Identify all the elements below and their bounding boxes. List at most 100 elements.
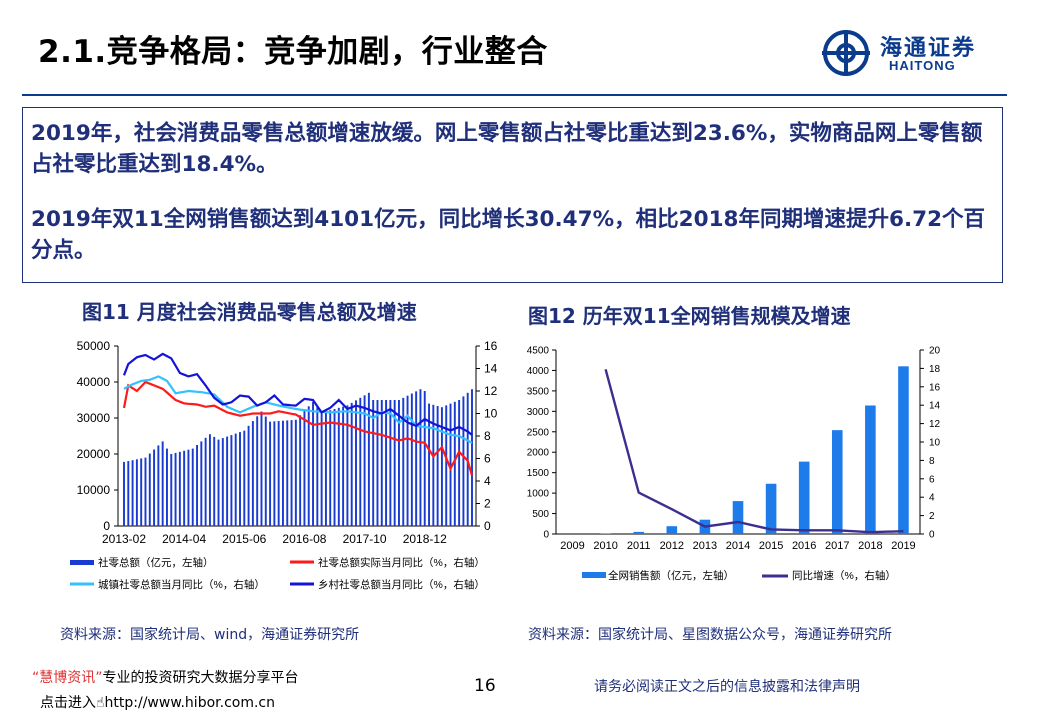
retail-total-bar [230,435,233,526]
left-tick-label: 4500 [527,346,550,357]
haitong-logo-icon [822,30,870,76]
retail-total-bar [367,392,370,526]
x-tick-label: 2019 [891,540,915,552]
retail-total-bar [140,458,143,526]
right-tick-label: 4 [484,474,491,488]
retail-total-bar [320,412,323,526]
retail-total-bar [389,400,392,526]
retail-total-bar [286,420,289,526]
retail-total-bar [273,421,276,526]
left-tick-label: 3000 [527,407,550,418]
retail-total-bar [376,400,379,526]
left-tick-label: 50000 [77,339,111,353]
retail-total-bar [471,389,473,526]
retail-total-bar [440,407,443,526]
retail-total-bar [346,405,349,526]
left-tick-label: 10000 [77,483,111,497]
left-tick-label: 30000 [77,411,111,425]
x-tick-label: 2016 [792,540,816,552]
retail-total-bar [299,415,302,526]
summary-box: 2019年，社会消费品零售总额增速放缓。网上零售额占社零比重达到23.6%，实物… [22,107,1003,283]
retail-total-bar [432,404,435,526]
left-tick-label: 3500 [527,386,550,397]
left-tick-label: 40000 [77,375,111,389]
retail-total-bar [410,393,413,526]
chart-double11-sales: 0 500 1000 1500 2000 2500 3000 3500 4000 4500 0 2 4 6… [527,346,941,583]
x-tick-label: 2017-10 [343,532,387,546]
retail-total-bar [127,461,130,526]
chart-monthly-retail: 0 10000 20000 30000 40000 50000 0 2 4 6 8 10 12 14 16 2… [70,339,498,591]
retail-total-bar [445,405,448,526]
retail-total-bar [256,416,259,526]
sales-bar [865,405,876,534]
growth-line-3 [122,352,473,436]
x-tick-label: 2010 [593,540,617,552]
x-tick-label: 2018-12 [403,532,447,546]
x-tick-label: 2013-02 [102,532,146,546]
right-tick-label: 6 [929,474,935,485]
sales-bar [666,526,678,534]
retail-total-bar [200,441,203,526]
retail-total-bar [153,449,156,526]
x-tick-label: 2016-08 [282,532,326,546]
retail-total-bar [213,436,216,526]
retail-total-bar [393,400,396,526]
retail-total-bar [462,396,465,526]
figure-11-source: 资料来源：国家统计局、wind，海通证券研究所 [60,627,360,643]
left-tick-label: 1000 [527,489,550,500]
legend-label: 城镇社零总额当月同比（%，右轴） [98,578,265,591]
x-tick-label: 2017 [825,540,849,552]
retail-total-bar [221,438,224,526]
legend-label: 社零总额（亿元，左轴） [98,556,214,569]
right-tick-label: 20 [929,346,941,357]
retail-total-bar [217,439,220,526]
sales-bar [898,366,909,534]
header-divider [22,94,1007,96]
growth-line [604,368,904,534]
footer-tagline: “慧博资讯”专业的投资研究大数据分享平台 [32,667,299,687]
retail-total-bar [277,421,280,526]
retail-total-bar [307,406,310,526]
retail-total-bar [402,397,405,526]
right-tick-label: 2 [929,511,935,522]
retail-total-bar [436,406,439,526]
retail-total-bar [260,411,263,526]
growth-line-2 [123,375,473,444]
sales-bar [798,461,810,534]
sales-bar [633,531,645,534]
retail-total-bar [324,411,327,526]
legend-swatch [582,572,606,578]
retail-total-bar [264,416,267,526]
retail-total-bar [380,400,383,526]
footer-link-row[interactable]: 点击进入☝http://www.hibor.com.cn [40,692,275,712]
figure-12-title: 图12 历年双11全网销售规模及增速 [528,304,851,328]
x-tick-label: 2014-04 [162,532,206,546]
x-tick-label: 2018 [858,540,882,552]
right-tick-label: 2 [484,497,491,511]
retail-total-bar [196,445,199,526]
retail-total-bar [226,436,229,526]
logo-subtitle: HAITONG [889,58,956,73]
legend-label: 乡村社零总额当月同比（%，右轴） [318,578,485,591]
retail-total-bar [161,441,164,526]
retail-total-bar [449,403,452,526]
figure-11-title: 图11 月度社会消费品零售总额及增速 [82,300,417,324]
figure-12-source: 资料来源：国家统计局、星图数据公众号，海通证券研究所 [528,627,892,643]
page-number: 16 [474,676,496,696]
retail-total-bar [183,450,186,526]
footer-link-url[interactable]: http://www.hibor.com.cn [104,695,275,711]
right-tick-label: 16 [484,339,498,353]
right-tick-label: 18 [929,364,941,375]
retail-total-bar [363,395,366,526]
retail-total-bar [123,461,125,526]
retail-total-bar [329,410,332,526]
retail-total-bar [333,409,336,526]
summary-paragraph-2: 2019年双11全网销售额达到4101亿元，同比增长30.47%，相比2018年… [31,207,986,263]
right-tick-label: 0 [929,530,935,541]
right-tick-label: 0 [484,519,491,533]
retail-total-bar [187,449,190,526]
retail-total-bar [165,448,168,526]
retail-total-bar [234,433,237,526]
retail-total-bar [355,400,357,526]
retail-total-bar [269,421,272,526]
